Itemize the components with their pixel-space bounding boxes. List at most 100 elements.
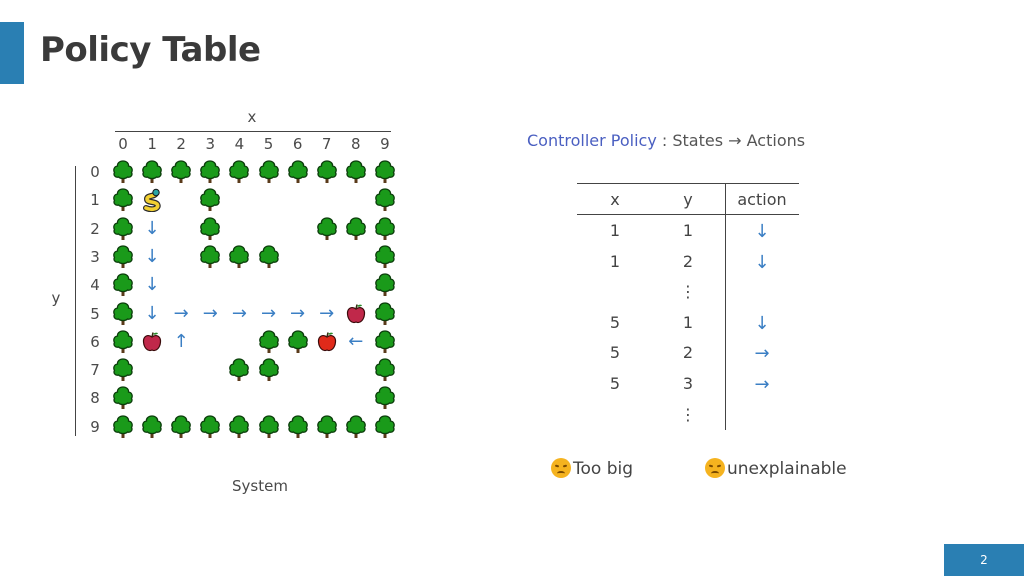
x-tick-label: 3 (205, 135, 216, 153)
policy-arrow: → (319, 302, 335, 324)
title-accent-bar (0, 22, 24, 84)
tree-icon (371, 413, 399, 441)
y-tick-label: 2 (90, 219, 100, 238)
policy-arrow: ← (348, 330, 364, 352)
y-tick-label: 4 (90, 276, 100, 295)
tree-icon (167, 158, 195, 186)
tree-icon (225, 158, 253, 186)
table-cell-action: ↓ (754, 251, 770, 273)
y-tick-label: 3 (90, 247, 100, 266)
policy-arrow: ↑ (173, 330, 189, 352)
tree-icon (109, 186, 137, 214)
tree-icon (371, 243, 399, 271)
table-cell-action: ↓ (754, 221, 770, 242)
table-cell-action: → (754, 343, 770, 365)
tree-icon (313, 215, 341, 243)
policy-arrow: → (202, 302, 218, 324)
tree-icon (225, 413, 253, 441)
remark-text: Too big (573, 459, 634, 479)
x-tick-label: 8 (351, 135, 361, 153)
tree-icon (196, 186, 224, 214)
tree-icon (255, 243, 283, 271)
grid-caption: System (232, 477, 288, 495)
blue-apple-icon (138, 328, 166, 356)
remark-text: unexplainable (727, 459, 847, 479)
page-number: 2 (944, 544, 1024, 576)
tree-icon (109, 300, 137, 328)
tree-icon (371, 186, 399, 214)
tree-icon (109, 215, 137, 243)
tree-icon (371, 158, 399, 186)
table-cell-y: ⋮ (680, 404, 696, 424)
disappointed-face-icon (551, 458, 571, 478)
tree-icon (196, 158, 224, 186)
slide-title: Policy Table (40, 30, 261, 70)
tree-icon (313, 413, 341, 441)
red-apple-icon (313, 328, 341, 356)
policy-arrow: → (290, 302, 306, 324)
tree-icon (196, 413, 224, 441)
y-tick-label: 9 (90, 417, 100, 436)
tree-icon (371, 356, 399, 384)
policy-arrow: → (260, 302, 277, 324)
table-cell-y: 2 (682, 343, 694, 363)
tree-icon (342, 158, 370, 186)
tree-icon (371, 271, 399, 299)
table-cell-x: 5 (609, 312, 621, 332)
tree-icon (196, 243, 224, 271)
table-cell-y: 1 (682, 312, 694, 332)
table-cell-x: 1 (609, 251, 621, 271)
tree-icon (109, 158, 137, 186)
table-header-x: x (610, 190, 620, 209)
policy-arrow: ↓ (144, 274, 160, 296)
tree-icon (371, 300, 399, 328)
table-cell-y: 3 (682, 374, 694, 393)
table-action-divider (725, 184, 726, 430)
table-cell-action: → (754, 374, 770, 395)
tree-icon (255, 356, 283, 384)
tree-icon (109, 243, 137, 271)
tree-icon (167, 413, 195, 441)
y-tick-label: 8 (90, 389, 100, 408)
table-header-action: action (737, 190, 787, 209)
tree-icon (284, 158, 312, 186)
policy-title-rest: : States → Actions (656, 131, 806, 150)
x-tick-label: 0 (118, 135, 128, 153)
table-header-rule (577, 214, 799, 215)
tree-icon (109, 328, 137, 356)
x-tick-label: 7 (321, 135, 332, 153)
tree-icon (225, 356, 253, 384)
tree-icon (138, 158, 166, 186)
tree-icon (284, 328, 312, 356)
x-tick-label: 1 (147, 135, 157, 153)
policy-title-highlight: Controller Policy (527, 131, 657, 150)
tree-icon (255, 413, 283, 441)
y-tick-label: 6 (90, 332, 100, 351)
tree-icon (255, 158, 283, 186)
table-cell-x: 5 (609, 374, 621, 393)
y-tick-label: 1 (90, 191, 100, 210)
policy-title: Controller Policy : States → Actions (527, 131, 805, 150)
y-axis-line (75, 166, 76, 436)
x-tick-label: 2 (176, 135, 186, 153)
x-axis-label: x (247, 108, 257, 126)
tree-icon (109, 356, 137, 384)
tree-icon (371, 328, 399, 356)
policy-arrow: ↓ (144, 217, 160, 239)
blue-apple-icon (342, 300, 370, 328)
remark-too-big: Too big (551, 458, 633, 479)
y-tick-label: 7 (90, 361, 100, 380)
x-tick-label: 6 (292, 135, 303, 153)
y-axis-label: y (51, 289, 61, 307)
tree-icon (109, 384, 137, 412)
table-cell-x: 1 (609, 221, 621, 240)
disappointed-face-icon (705, 458, 725, 478)
tree-icon (371, 215, 399, 243)
tree-icon (196, 215, 224, 243)
x-tick-label: 5 (263, 135, 274, 153)
tree-icon (255, 328, 283, 356)
x-tick-label: 9 (380, 135, 390, 153)
table-top-rule (577, 183, 799, 184)
x-axis-line (115, 131, 391, 132)
x-tick-label: 4 (234, 135, 245, 153)
